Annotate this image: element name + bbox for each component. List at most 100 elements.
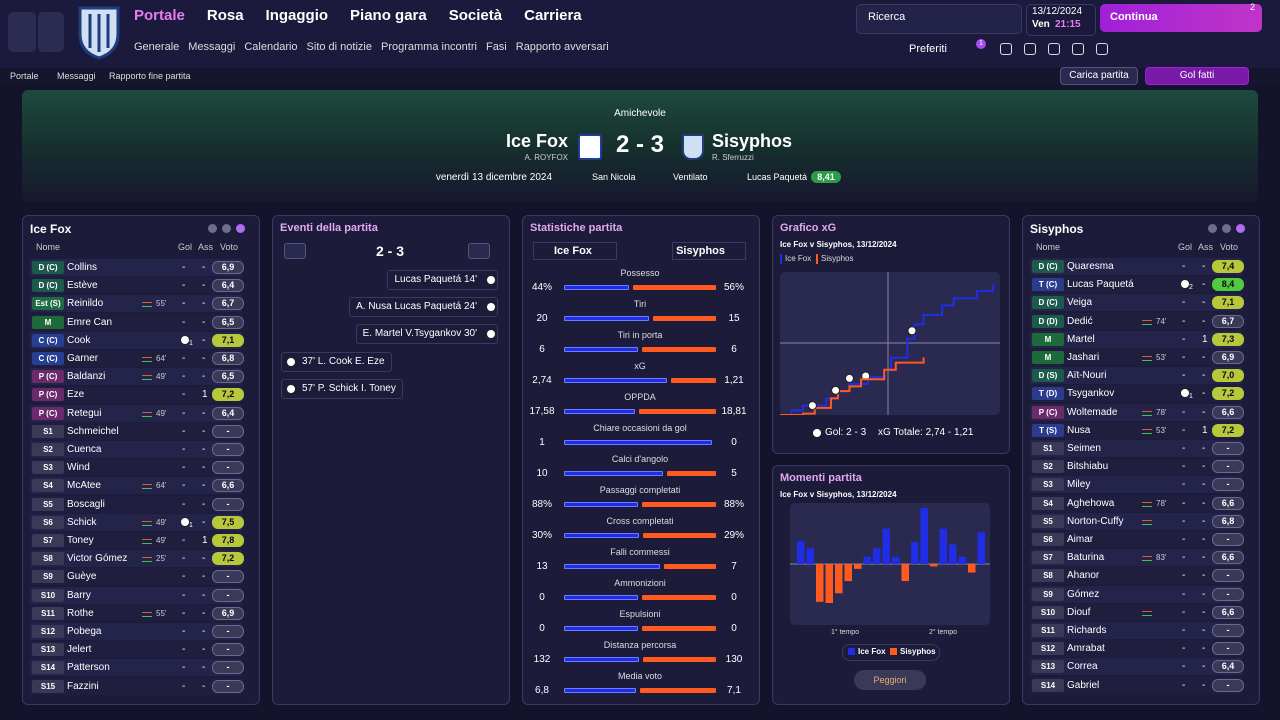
menu-item[interactable]: Piano gara	[350, 7, 427, 24]
player-name[interactable]: Amrabat	[1067, 643, 1105, 655]
player-name[interactable]: Patterson	[67, 662, 110, 674]
submenu-item[interactable]: Calendario	[244, 41, 298, 53]
player-name[interactable]: Seimen	[1067, 443, 1101, 454]
player-name[interactable]: Cook	[67, 334, 91, 346]
player-name[interactable]: Jashari	[1067, 352, 1100, 363]
player-name[interactable]: Baturina	[1067, 552, 1105, 564]
player-name[interactable]: Toney	[67, 535, 94, 546]
player-name[interactable]: Woltemade	[1067, 406, 1118, 418]
player-name[interactable]: Victor Gómez	[67, 553, 128, 565]
player-name[interactable]: Reinildo	[67, 298, 104, 310]
toolbar-icon[interactable]	[1072, 43, 1084, 55]
menu-item[interactable]: Rosa	[206, 7, 244, 24]
assists: -	[1202, 515, 1206, 527]
player-name[interactable]: Garner	[67, 353, 99, 364]
player-name[interactable]: Aimar	[1067, 534, 1094, 545]
position-badge: S6	[32, 515, 64, 529]
player-name[interactable]: Guèye	[67, 571, 97, 583]
menu-item[interactable]: Ingaggio	[265, 7, 329, 24]
player-name[interactable]: Dedić	[1067, 315, 1093, 327]
column-header: Nome	[36, 242, 61, 252]
player-name[interactable]: Emre Can	[67, 316, 113, 328]
worst-button[interactable]: Peggiori	[854, 670, 926, 690]
stat-bar-home	[564, 502, 638, 507]
player-name[interactable]: Gabriel	[1067, 679, 1100, 691]
load-button[interactable]: Carica partita	[1060, 67, 1138, 85]
stat-label: Media voto	[617, 671, 663, 681]
menu-item[interactable]: Società	[448, 7, 503, 24]
player-name[interactable]: Norton-Cuffy	[1067, 515, 1124, 527]
player-name[interactable]: McAtee	[67, 480, 101, 492]
momentum-bar	[844, 564, 852, 582]
assists: -	[202, 589, 206, 601]
player-name[interactable]: Martel	[1067, 333, 1095, 345]
player-name[interactable]: Quaresma	[1067, 261, 1114, 272]
toolbar-icon[interactable]	[1096, 43, 1108, 55]
submenu-item[interactable]: Messaggi	[188, 41, 236, 53]
player-name[interactable]: Veiga	[1067, 297, 1093, 309]
sub-minute: 64'	[156, 354, 167, 363]
player-name[interactable]: Barry	[67, 589, 91, 601]
sub-minute: 64'	[156, 481, 167, 491]
continue-label[interactable]: Continua	[1110, 11, 1158, 23]
player-name[interactable]: Collins	[67, 262, 98, 273]
player-name[interactable]: Miley	[1067, 479, 1091, 491]
player-name[interactable]: Rothe	[67, 607, 94, 619]
submenu-item[interactable]: Rapporto avversari	[515, 41, 609, 53]
player-name[interactable]: Schick	[67, 516, 97, 528]
position-badge: S2	[32, 443, 64, 456]
player-name[interactable]: Eze	[67, 389, 85, 401]
player-name[interactable]: Aït-Nouri	[1067, 370, 1107, 382]
search-button[interactable]: Ricerca	[868, 11, 906, 23]
player-name[interactable]: Aghehowa	[1067, 497, 1115, 509]
player-name[interactable]: Gómez	[1067, 588, 1100, 600]
stat-bar-home	[564, 347, 638, 352]
player-name[interactable]: Nusa	[1067, 424, 1091, 436]
player-name[interactable]: Correa	[1067, 661, 1098, 673]
breadcrumb-item[interactable]: Rapporto fine partita	[109, 71, 191, 81]
toolbar-icon[interactable]	[1048, 43, 1060, 55]
goals-total: Gol: 2 - 3	[825, 427, 867, 438]
player-name[interactable]: Richards	[1067, 625, 1107, 636]
ball-icon	[812, 428, 822, 438]
submenu-item[interactable]: Programma incontri	[380, 41, 477, 53]
player-name[interactable]: Jelert	[67, 644, 92, 656]
player-name[interactable]: Cuenca	[67, 444, 102, 455]
stat-home-value: 88%	[531, 499, 552, 510]
player-name[interactable]: Ahanor	[1067, 570, 1100, 582]
sub-minute: 49'	[156, 408, 167, 418]
player-name[interactable]: Schmeichel	[67, 425, 119, 437]
player-name[interactable]: Lucas Paquetá	[1067, 279, 1134, 291]
back-button[interactable]	[8, 12, 36, 52]
row-bg	[1030, 658, 1242, 676]
player-name[interactable]: Boscagli	[67, 498, 105, 510]
player-name[interactable]: Baldanzi	[67, 371, 106, 383]
away-event: E. Martel V.Tsygankov 30'	[355, 324, 498, 344]
breadcrumb-item[interactable]: Portale	[10, 71, 39, 81]
submenu-item[interactable]: Sito di notizie	[306, 41, 372, 53]
goals-button[interactable]: Gol fatti	[1145, 67, 1249, 85]
goal-marker	[807, 401, 817, 411]
stats-panel	[522, 215, 760, 705]
player-name[interactable]: Diouf	[1067, 606, 1091, 618]
player-name[interactable]: Fazzini	[67, 680, 99, 692]
player-name[interactable]: Retegui	[67, 407, 102, 419]
toolbar-icon[interactable]	[1024, 43, 1036, 55]
player-name[interactable]: Tsygankov	[1067, 388, 1115, 400]
stats-home: Ice Fox	[533, 242, 617, 260]
player-name[interactable]: Wind	[67, 462, 90, 474]
continue-button[interactable]	[1100, 4, 1262, 32]
submenu-item[interactable]: Fasi	[485, 41, 507, 53]
menu-item[interactable]: Portale	[134, 7, 185, 24]
rating: 6,6	[1212, 496, 1244, 510]
submenu-item[interactable]: Generale	[134, 41, 180, 53]
player-name[interactable]: Estève	[67, 280, 98, 292]
row-bg	[30, 568, 242, 586]
forward-button[interactable]	[38, 12, 64, 52]
player-name[interactable]: Bitshiabu	[1067, 461, 1109, 473]
favourites[interactable]: Preferiti	[909, 43, 947, 55]
breadcrumb-item[interactable]: Messaggi	[57, 71, 96, 81]
menu-item[interactable]: Carriera	[524, 7, 582, 24]
toolbar-icon[interactable]	[1000, 43, 1012, 55]
player-name[interactable]: Pobega	[67, 626, 102, 637]
